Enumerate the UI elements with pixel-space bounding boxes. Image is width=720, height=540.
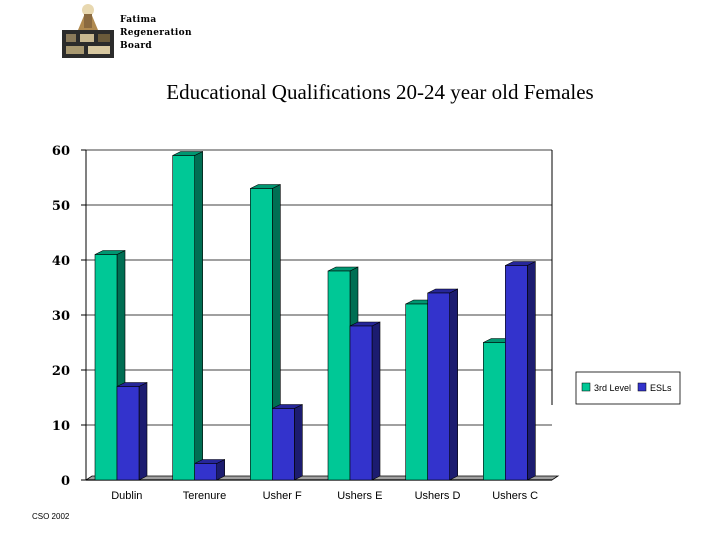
y-tick-label: 60 — [52, 144, 70, 159]
x-category-label: Usher F — [263, 490, 302, 502]
y-tick-label: 50 — [52, 199, 70, 214]
bar-series2 — [505, 265, 528, 481]
bar-series2-side — [294, 404, 303, 481]
x-category-label: Terenure — [183, 490, 226, 502]
bar-series2-side — [371, 321, 381, 481]
bar-series1 — [483, 342, 506, 481]
y-tick-label: 30 — [52, 309, 70, 324]
y-tick-label: 20 — [52, 364, 70, 379]
x-category-label: Ushers E — [337, 490, 382, 502]
bar-series2-side — [527, 261, 536, 481]
bar-series1 — [172, 155, 195, 481]
source-note: CSO 2002 — [32, 512, 70, 521]
legend-box — [575, 371, 681, 405]
logo-text-line: Fatima — [120, 15, 157, 25]
legend-swatch-series1 — [581, 382, 591, 392]
bar-series1-side — [194, 151, 203, 481]
bar-series1 — [250, 188, 273, 481]
bar-series2 — [194, 463, 217, 481]
regeneration-board-logo-icon — [62, 4, 114, 58]
x-category-label: Ushers D — [415, 490, 461, 502]
bar-series2 — [349, 325, 373, 481]
x-category-label: Ushers C — [492, 490, 538, 502]
bar-series2 — [116, 386, 140, 481]
legend-label-series1: 3rd Level — [594, 383, 631, 393]
bar-series1 — [405, 303, 428, 481]
logo: Fatima Regeneration Board — [60, 0, 200, 62]
chart-title: Educational Qualifications 20-24 year ol… — [166, 80, 594, 104]
legend-label-series2: ESLs — [650, 383, 672, 393]
bar-series2 — [427, 292, 450, 481]
bar-series2-side — [449, 288, 458, 481]
bar-series1 — [327, 270, 351, 481]
logo-text-line: Board — [120, 41, 152, 51]
legend-swatch-series2 — [637, 382, 647, 392]
x-category-label: Dublin — [111, 490, 142, 502]
bar-series2-side — [138, 382, 148, 481]
y-tick-label: 40 — [52, 254, 70, 269]
bar-series1 — [94, 254, 118, 481]
logo-text-line: Regeneration — [120, 28, 192, 38]
bar-series2 — [272, 408, 295, 481]
y-tick-label: 10 — [52, 419, 70, 434]
y-tick-label: 0 — [61, 474, 70, 489]
